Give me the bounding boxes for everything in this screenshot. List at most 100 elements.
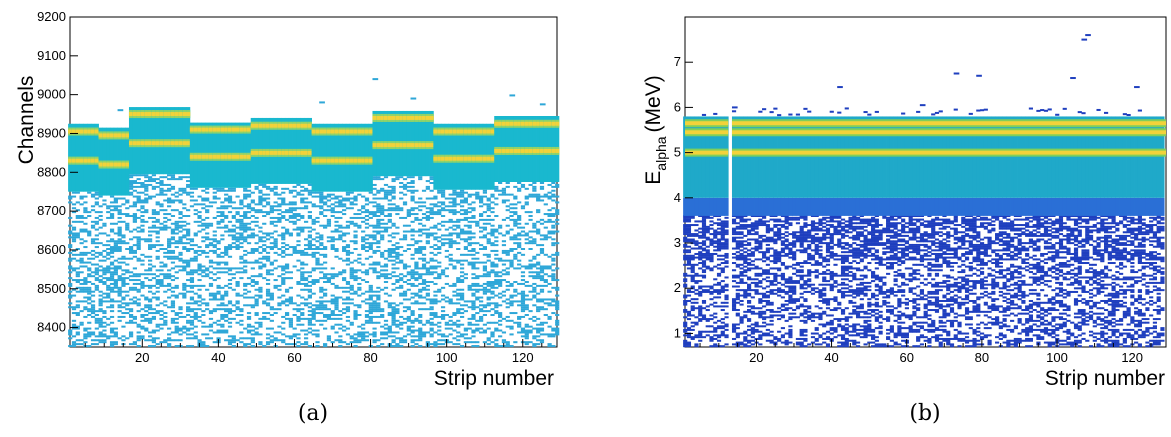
count-cell [513, 288, 518, 291]
count-cell [128, 238, 134, 241]
count-cell [128, 279, 134, 282]
count-cell [494, 339, 499, 342]
count-cell [265, 327, 271, 330]
count-cell [281, 226, 286, 229]
count-cell [113, 282, 118, 285]
count-cell [68, 271, 73, 274]
count-cell [555, 195, 560, 198]
count-cell [471, 249, 476, 252]
count-cell [292, 216, 297, 219]
count-cell [205, 199, 210, 202]
count-cell [536, 271, 541, 274]
count-cell [330, 207, 335, 210]
count-cell [701, 307, 707, 310]
count-cell [174, 195, 179, 198]
count-cell [479, 261, 484, 264]
count-cell [117, 234, 122, 237]
count-cell [315, 267, 320, 270]
peak-cell [136, 112, 141, 117]
count-cell [353, 234, 358, 237]
count-cell [288, 321, 293, 324]
count-cell [383, 323, 389, 326]
count-cell [106, 251, 111, 254]
count-cell [698, 334, 703, 337]
count-cell [155, 201, 160, 204]
count-cell [361, 248, 366, 250]
count-cell [486, 209, 491, 212]
count-cell [128, 286, 134, 289]
count-cell [227, 312, 233, 315]
count-cell [334, 273, 339, 276]
count-cell [186, 306, 191, 309]
count-cell [109, 215, 115, 217]
count-cell [494, 343, 499, 346]
count-cell [87, 345, 92, 348]
count-cell [273, 339, 278, 342]
count-cell [505, 284, 510, 287]
count-cell [262, 317, 267, 320]
count-cell [94, 327, 99, 330]
count-cell [414, 343, 419, 346]
count-cell [551, 182, 556, 184]
count-cell [311, 205, 316, 208]
count-cell [109, 279, 115, 282]
count-cell [467, 249, 472, 252]
count-cell [254, 249, 259, 252]
count-cell [376, 226, 381, 229]
peak-cell [182, 112, 187, 117]
count-cell [380, 251, 385, 254]
count-cell [307, 306, 312, 309]
count-cell [98, 275, 103, 278]
count-cell [216, 308, 221, 311]
count-cell [509, 263, 514, 266]
count-cell [690, 321, 695, 324]
count-cell [281, 201, 286, 204]
count-cell [414, 271, 419, 274]
count-cell [372, 242, 377, 245]
count-cell [376, 345, 381, 348]
count-cell [170, 294, 176, 297]
count-cell [425, 273, 430, 276]
count-cell [212, 216, 217, 219]
count-cell [463, 232, 468, 235]
count-cell [300, 199, 305, 202]
count-cell [265, 213, 271, 216]
count-cell [376, 296, 381, 299]
count-cell [178, 315, 183, 318]
count-cell [136, 178, 141, 181]
count-cell [414, 251, 419, 254]
count-cell [555, 251, 560, 254]
count-cell [102, 271, 107, 274]
count-cell [402, 310, 408, 313]
count-cell [425, 284, 430, 287]
count-cell [387, 226, 392, 229]
count-cell [391, 288, 396, 291]
count-cell [475, 345, 480, 348]
count-cell [490, 335, 495, 338]
count-cell [368, 211, 373, 214]
count-cell [239, 236, 244, 239]
count-cell [414, 242, 419, 245]
count-cell [288, 325, 293, 328]
count-cell [231, 216, 236, 219]
count-cell [117, 238, 122, 241]
count-cell [509, 215, 514, 217]
count-cell [357, 339, 362, 342]
count-cell [551, 286, 556, 289]
count-cell [231, 288, 236, 291]
peak-cell [121, 133, 126, 138]
count-cell [482, 273, 488, 276]
count-cell [479, 199, 484, 202]
count-cell [284, 271, 290, 274]
count-cell [227, 220, 233, 223]
count-cell [509, 300, 514, 303]
count-cell [151, 292, 157, 295]
count-cell [391, 306, 396, 309]
count-cell [547, 325, 552, 328]
count-cell [701, 276, 707, 279]
count-cell [311, 253, 316, 256]
count-cell [243, 337, 248, 340]
count-cell [170, 199, 176, 202]
count-cell [151, 339, 157, 342]
